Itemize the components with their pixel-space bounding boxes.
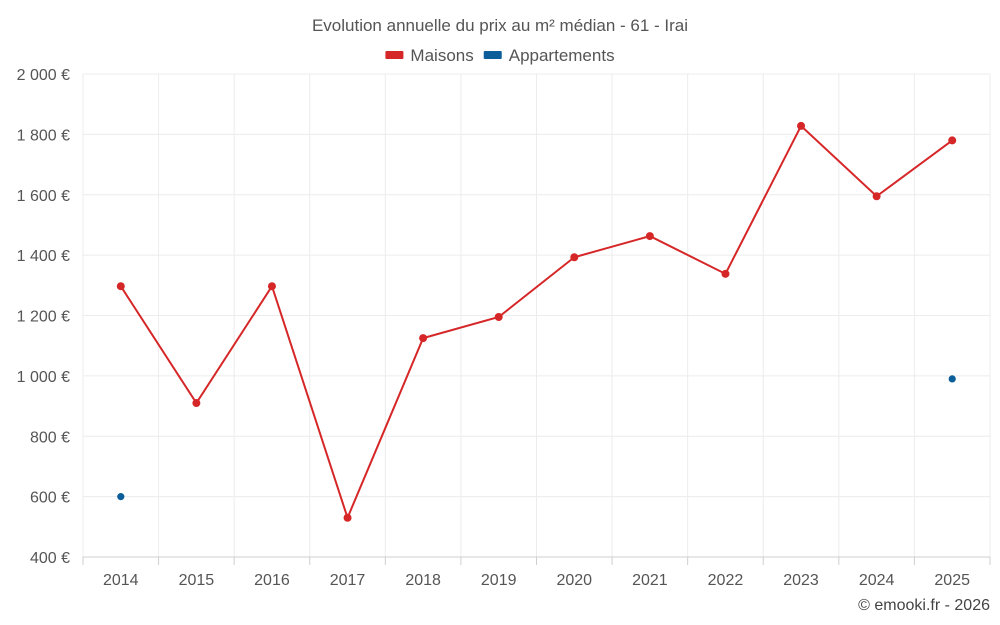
data-point-maisons[interactable] [494, 313, 503, 322]
y-tick-label: 800 € [30, 429, 70, 446]
legend-swatch [483, 51, 502, 59]
x-tick-label: 2017 [330, 572, 366, 589]
x-tick-label: 2019 [481, 572, 517, 589]
legend-label: Appartements [509, 46, 615, 65]
y-tick-label: 400 € [30, 550, 70, 567]
y-tick-label: 2 000 € [17, 67, 70, 84]
data-point-maisons[interactable] [116, 282, 125, 291]
x-tick-label: 2015 [179, 572, 215, 589]
y-tick-label: 600 € [30, 490, 70, 507]
x-tick-label: 2016 [254, 572, 290, 589]
data-point-maisons[interactable] [645, 232, 654, 241]
x-tick-label: 2018 [405, 572, 441, 589]
legend-label: Maisons [410, 46, 473, 65]
y-tick-label: 1 800 € [17, 127, 70, 144]
legend-item-maisons[interactable]: Maisons [385, 46, 474, 65]
data-point-appartements[interactable] [948, 375, 956, 383]
data-point-maisons[interactable] [267, 282, 276, 291]
credit-text: © emooki.fr - 2026 [858, 597, 990, 614]
legend: Maisons Appartements [385, 46, 615, 65]
x-tick-label: 2023 [783, 572, 819, 589]
data-point-maisons[interactable] [721, 269, 730, 278]
series-line-maisons [119, 124, 953, 521]
x-tick-label: 2020 [556, 572, 592, 589]
x-tick-label: 2021 [632, 572, 668, 589]
x-tick-label: 2022 [708, 572, 744, 589]
legend-swatch [385, 51, 404, 59]
legend-item-appartements[interactable]: Appartements [483, 46, 615, 65]
y-tick-label: 1 400 € [17, 248, 70, 265]
y-tick-label: 1 600 € [17, 188, 70, 205]
data-point-maisons[interactable] [419, 334, 428, 343]
data-point-maisons[interactable] [343, 513, 352, 522]
chart-title: Evolution annuelle du prix au m² médian … [312, 16, 688, 35]
data-point-appartements[interactable] [117, 493, 125, 501]
x-tick-label: 2024 [859, 572, 895, 589]
data-point-maisons[interactable] [872, 192, 881, 201]
y-tick-label: 1 000 € [17, 369, 70, 386]
y-tick-label: 1 200 € [17, 309, 70, 326]
axes: 400 € 600 € 800 € 1 000 € 1 200 € 1 400 € 1 60… [17, 67, 991, 589]
data-point-maisons[interactable] [192, 399, 201, 408]
grid [82, 73, 991, 558]
data-point-maisons[interactable] [797, 121, 806, 130]
x-tick-label: 2025 [934, 572, 970, 589]
series-layer [116, 121, 957, 522]
data-point-maisons[interactable] [948, 136, 957, 145]
x-tick-label: 2014 [103, 572, 139, 589]
data-point-maisons[interactable] [570, 253, 579, 262]
